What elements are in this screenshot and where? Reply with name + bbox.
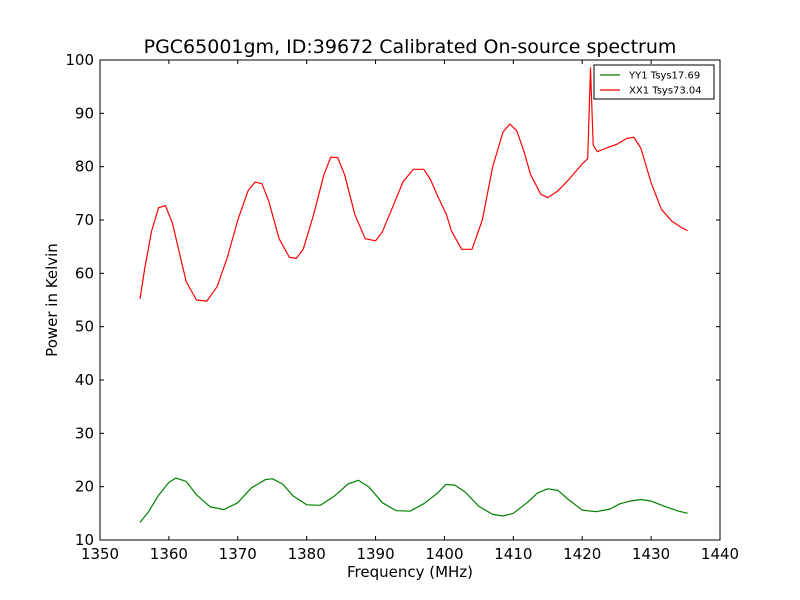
x-tick-label: 1440 — [701, 545, 739, 563]
legend-label: XX1 Tsys73.04 — [629, 86, 702, 97]
legend-label: YY1 Tsys17.69 — [628, 71, 700, 82]
series-line-1 — [139, 67, 688, 302]
x-tick-label: 1360 — [150, 545, 188, 563]
legend: YY1 Tsys17.69 XX1 Tsys73.04 — [593, 64, 715, 100]
y-tick-label: 90 — [75, 104, 94, 122]
y-tick-label: 100 — [65, 51, 94, 69]
plot-area — [139, 67, 688, 523]
y-tick-label: 40 — [75, 371, 94, 389]
y-tick-label: 60 — [75, 264, 94, 282]
x-axis-label: Frequency (MHz) — [347, 563, 473, 581]
plot-frame — [99, 59, 721, 541]
axes: 1350 1360 1370 1380 1390 1400 1410 1420 1430 1440… — [65, 51, 739, 563]
x-tick-label: 1370 — [219, 545, 257, 563]
y-tick-label: 70 — [75, 211, 94, 229]
x-tick-label: 1350 — [81, 545, 119, 563]
legend-box — [593, 64, 715, 100]
y-tick-label: 80 — [75, 158, 94, 176]
y-tick-label: 30 — [75, 424, 94, 442]
series-line-0 — [139, 477, 688, 523]
x-tick-label: 1420 — [563, 545, 601, 563]
y-tick-label: 50 — [75, 318, 94, 336]
x-tick-label: 1400 — [425, 545, 463, 563]
y-tick-label: 20 — [75, 478, 94, 496]
x-tick-label: 1390 — [356, 545, 394, 563]
y-tick-label: 10 — [75, 531, 94, 549]
chart-title: PGC65001gm, ID:39672 Calibrated On-sourc… — [144, 36, 677, 58]
x-tick-label: 1380 — [288, 545, 326, 563]
x-tick-label: 1410 — [494, 545, 532, 563]
y-axis-label: Power in Kelvin — [43, 243, 61, 357]
x-tick-label: 1430 — [632, 545, 670, 563]
